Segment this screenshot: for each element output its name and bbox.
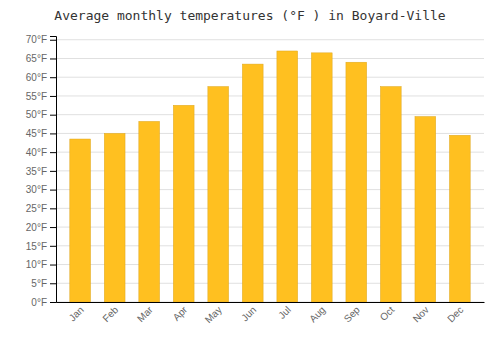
y-tick: 60°F — [26, 72, 56, 83]
grid-line — [56, 95, 484, 96]
y-tick-label: 20°F — [26, 222, 47, 233]
bars — [70, 51, 470, 302]
grid-line — [56, 39, 484, 40]
bar — [139, 121, 160, 302]
x-tick-label: Nov — [411, 304, 431, 324]
title: Average monthly temperatures (°F ) in Bo… — [54, 8, 446, 23]
y-tick: 65°F — [26, 53, 56, 64]
x-tick-label: Jul — [276, 304, 293, 321]
x-tick-label: Dec — [445, 304, 465, 324]
x-tick: Sep — [342, 304, 363, 325]
y-tick-label: 60°F — [26, 72, 47, 83]
x-tick: Nov — [411, 304, 431, 324]
x-tick-label: Sep — [342, 304, 363, 325]
chart: 0°F 5°F 10°F 15°F 20°F 25°F 30°F 35°F 40°F 45°F 50… — [0, 0, 500, 350]
bar — [449, 135, 470, 302]
x-tick: Jan — [67, 304, 86, 323]
y-tick-label: 40°F — [26, 147, 47, 158]
y-tick-mark — [50, 152, 56, 153]
y-tick-label: 45°F — [26, 128, 47, 139]
y-tick: 30°F — [26, 184, 56, 195]
y-axis: 0°F 5°F 10°F 15°F 20°F 25°F 30°F 35°F 40°F 45°F 50… — [26, 34, 57, 307]
bar — [208, 87, 229, 302]
y-tick-mark — [50, 77, 56, 78]
y-tick-mark — [50, 208, 56, 209]
y-tick-mark — [50, 171, 56, 172]
y-tick-label: 70°F — [26, 34, 47, 45]
bar — [242, 64, 263, 302]
bar — [346, 62, 367, 302]
y-tick: 40°F — [26, 147, 56, 158]
y-tick-mark — [50, 133, 56, 134]
y-tick-label: 65°F — [26, 53, 47, 64]
y-tick: 15°F — [26, 241, 56, 252]
y-tick-mark — [50, 115, 56, 116]
y-tick-mark — [50, 227, 56, 228]
bar — [70, 139, 91, 302]
bar — [173, 105, 194, 302]
x-tick-label: Aug — [307, 304, 327, 324]
y-tick-mark — [50, 96, 56, 97]
y-tick-label: 30°F — [26, 184, 47, 195]
y-tick-label: 15°F — [26, 241, 47, 252]
x-axis-line — [57, 302, 485, 303]
y-axis-line — [50, 37, 57, 303]
y-tick: 25°F — [26, 203, 56, 214]
y-tick-label: 55°F — [26, 91, 47, 102]
y-tick: 35°F — [26, 166, 56, 177]
bar — [415, 117, 436, 302]
x-tick: Apr — [171, 304, 190, 323]
y-tick-label: 35°F — [26, 166, 47, 177]
y-tick-mark — [50, 190, 56, 191]
y-tick: 0°F — [31, 297, 56, 308]
bar — [380, 87, 401, 302]
y-tick: 45°F — [26, 128, 56, 139]
grid-line — [56, 58, 484, 59]
plot: 0°F 5°F 10°F 15°F 20°F 25°F 30°F 35°F 40°F 45°F 50… — [26, 34, 485, 325]
y-tick-label: 50°F — [26, 109, 47, 120]
y-tick-label: 0°F — [31, 297, 47, 308]
x-tick-label: Apr — [171, 304, 190, 323]
x-tick-label: Jan — [67, 304, 86, 323]
x-tick: Feb — [100, 304, 120, 324]
y-tick: 10°F — [26, 259, 56, 270]
x-tick-label: Mar — [135, 304, 155, 324]
y-tick: 50°F — [26, 109, 56, 120]
x-tick: Jun — [239, 304, 258, 323]
x-tick: May — [203, 304, 224, 325]
y-tick-mark — [50, 265, 56, 266]
x-tick: Dec — [445, 304, 465, 324]
y-tick: 70°F — [26, 34, 56, 45]
y-tick-mark — [50, 283, 56, 284]
y-tick: 5°F — [31, 278, 56, 289]
y-tick-mark — [50, 40, 56, 41]
y-tick-mark — [50, 58, 56, 59]
x-tick-label: May — [203, 304, 224, 325]
y-tick-label: 10°F — [26, 259, 47, 270]
x-tick: Jul — [276, 304, 293, 321]
x-axis: Jan Feb Mar Apr May Jun Jul Aug Sep Oct Nov Dec — [57, 303, 485, 326]
x-tick: Aug — [307, 304, 327, 324]
grid-line — [56, 114, 484, 115]
x-tick-label: Feb — [100, 304, 120, 324]
bar — [311, 53, 332, 302]
x-tick-label: Oct — [378, 304, 397, 323]
x-tick-label: Jun — [239, 304, 258, 323]
bar — [277, 51, 298, 302]
grid-line — [56, 77, 484, 78]
bar — [104, 133, 125, 302]
y-tick-mark — [50, 302, 56, 303]
x-tick: Mar — [135, 304, 155, 324]
grid — [56, 40, 484, 302]
y-tick-label: 25°F — [26, 203, 47, 214]
y-tick-label: 5°F — [31, 278, 47, 289]
y-tick: 20°F — [26, 222, 56, 233]
x-tick: Oct — [378, 304, 397, 323]
y-tick: 55°F — [26, 91, 56, 102]
y-tick-mark — [50, 246, 56, 247]
